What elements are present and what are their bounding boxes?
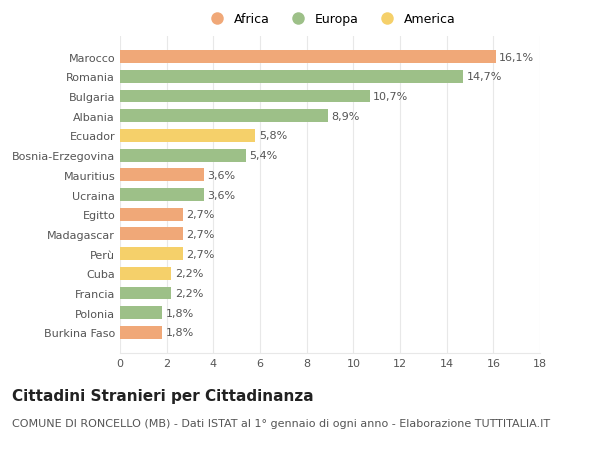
Bar bbox=[120, 110, 328, 123]
Bar bbox=[120, 189, 204, 202]
Bar bbox=[120, 307, 162, 319]
Text: 3,6%: 3,6% bbox=[208, 190, 236, 200]
Text: Cittadini Stranieri per Cittadinanza: Cittadini Stranieri per Cittadinanza bbox=[12, 388, 314, 403]
Bar bbox=[120, 51, 496, 64]
Text: 14,7%: 14,7% bbox=[467, 72, 502, 82]
Text: 2,7%: 2,7% bbox=[187, 210, 215, 220]
Text: 1,8%: 1,8% bbox=[166, 308, 194, 318]
Text: 2,7%: 2,7% bbox=[187, 249, 215, 259]
Bar bbox=[120, 326, 162, 339]
Text: 1,8%: 1,8% bbox=[166, 328, 194, 338]
Bar bbox=[120, 208, 183, 221]
Text: COMUNE DI RONCELLO (MB) - Dati ISTAT al 1° gennaio di ogni anno - Elaborazione T: COMUNE DI RONCELLO (MB) - Dati ISTAT al … bbox=[12, 418, 550, 428]
Text: 2,2%: 2,2% bbox=[175, 269, 203, 279]
Bar bbox=[120, 248, 183, 260]
Text: 3,6%: 3,6% bbox=[208, 170, 236, 180]
Bar bbox=[120, 287, 172, 300]
Bar bbox=[120, 71, 463, 84]
Text: 8,9%: 8,9% bbox=[331, 112, 359, 122]
Bar bbox=[120, 90, 370, 103]
Text: 10,7%: 10,7% bbox=[373, 92, 409, 102]
Text: 5,4%: 5,4% bbox=[250, 151, 278, 161]
Bar bbox=[120, 267, 172, 280]
Bar bbox=[120, 130, 256, 142]
Bar bbox=[120, 169, 204, 182]
Text: 5,8%: 5,8% bbox=[259, 131, 287, 141]
Text: 2,7%: 2,7% bbox=[187, 230, 215, 240]
Bar bbox=[120, 149, 246, 162]
Text: 2,2%: 2,2% bbox=[175, 288, 203, 298]
Bar bbox=[120, 228, 183, 241]
Legend: Africa, Europa, America: Africa, Europa, America bbox=[199, 8, 461, 31]
Text: 16,1%: 16,1% bbox=[499, 52, 534, 62]
